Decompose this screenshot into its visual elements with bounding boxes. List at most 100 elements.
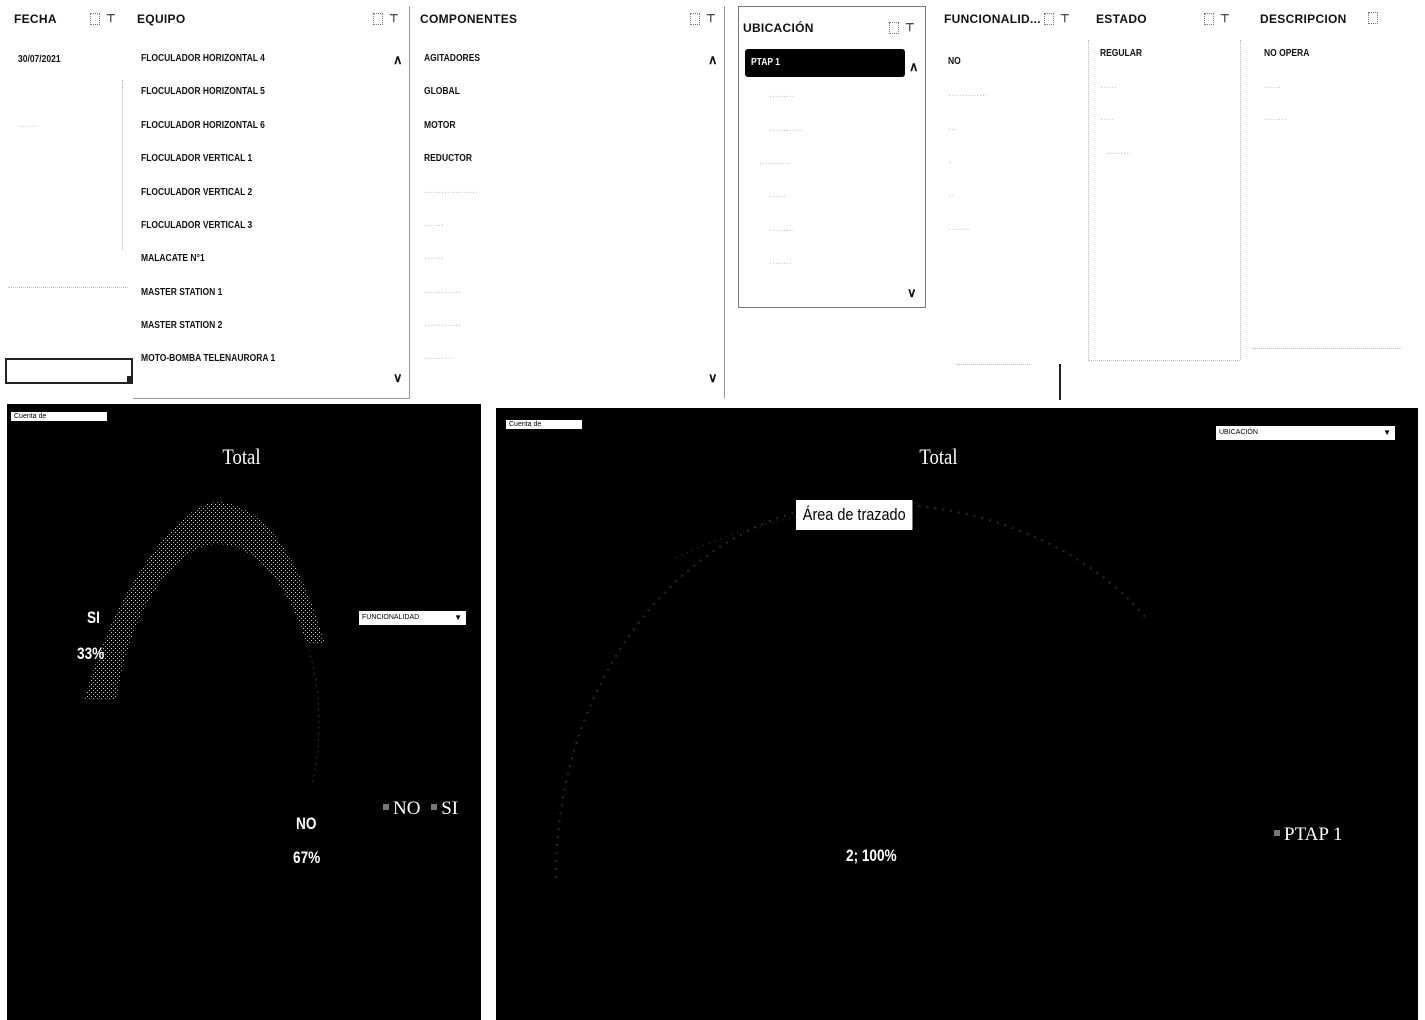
slicer-item[interactable]: FLOCULADOR HORIZONTAL 6 xyxy=(141,120,265,131)
filter-icon[interactable]: ⊤ xyxy=(690,12,716,26)
slicer-equipo: EQUIPO ⊤ FLOCULADOR HORIZONTAL 4 FLOCULA… xyxy=(133,6,410,399)
slicer-header: COMPONENTES xyxy=(420,12,518,26)
legend-swatch-ptap1 xyxy=(1274,829,1280,836)
slicer-item-label: PTAP 1 xyxy=(751,57,780,68)
filter-icon[interactable]: ⊤ xyxy=(1044,12,1070,26)
scroll-up-icon[interactable]: ∧ xyxy=(708,52,718,67)
scroll-down-icon[interactable]: ∨ xyxy=(708,370,718,385)
slicer-item-faint[interactable]: ·············· xyxy=(948,90,988,101)
filter-icon[interactable]: ⊤ xyxy=(1204,12,1230,26)
slicer-descripcion: DESCRIPCION NO OPERA ······ ········ xyxy=(1256,6,1406,350)
filter-dropdown-label: FUNCIONALIDAD xyxy=(362,614,420,621)
dropdown-arrow-icon: ▼ xyxy=(454,613,462,622)
slicer-item-faint[interactable]: ········ xyxy=(1264,114,1287,125)
tooltip-plot-area: Área de trazado xyxy=(796,500,913,530)
slicer-item[interactable]: FLOCULADOR VERTICAL 1 xyxy=(141,153,253,164)
pie-chart-ubicacion xyxy=(555,501,1147,879)
slicer-item-faint[interactable]: ········ xyxy=(769,258,792,269)
slicer-item-faint[interactable]: ······· xyxy=(424,220,444,231)
slicer-item-faint[interactable]: ············· xyxy=(424,287,461,298)
slicer-item-faint[interactable]: ··· xyxy=(948,124,957,135)
pie-slice-si xyxy=(85,502,325,699)
slicer-item-faint[interactable]: ········· xyxy=(769,225,795,236)
data-label-si-name: SI xyxy=(87,608,100,627)
slicer-item[interactable]: REGULAR xyxy=(1100,48,1143,59)
slicer-item[interactable]: FLOCULADOR HORIZONTAL 4 xyxy=(141,53,265,64)
scroll-up-icon[interactable]: ∧ xyxy=(909,59,919,74)
slicer-item-selected[interactable]: PTAP 1 xyxy=(745,49,905,77)
slicer-item-faint[interactable]: ······ xyxy=(1264,82,1281,93)
slicer-item-faint[interactable]: ············· xyxy=(424,320,461,331)
slicer-item-faint[interactable]: ······ xyxy=(769,191,786,202)
slicer-item[interactable]: FLOCULADOR HORIZONTAL 5 xyxy=(141,86,265,97)
slicer-item[interactable]: FLOCULADOR VERTICAL 2 xyxy=(141,187,253,198)
slicer-item-faint[interactable]: ············ xyxy=(769,125,803,136)
slicer-item[interactable]: MASTER STATION 1 xyxy=(141,287,223,298)
data-label-no-name: NO xyxy=(296,814,317,833)
slicer-header: UBICACIÓN xyxy=(743,21,814,35)
slicer-item[interactable]: MALACATE N°1 xyxy=(141,253,205,264)
slicer-item-faint[interactable]: ······ xyxy=(1100,82,1117,93)
field-chip[interactable]: Cuenta de xyxy=(11,412,107,421)
legend-item-no: NO xyxy=(393,798,421,819)
slicer-item-faint[interactable]: ········· xyxy=(1106,148,1132,159)
selected-cell[interactable] xyxy=(5,358,133,384)
slicer-item[interactable]: MASTER STATION 2 xyxy=(141,320,223,331)
slicer-componentes: COMPONENTES ⊤ AGITADORES GLOBAL MOTOR RE… xyxy=(416,6,725,398)
filter-dropdown-ubicacion[interactable]: UBICACIÓN ▼ xyxy=(1216,426,1395,440)
scroll-down-icon[interactable]: ∨ xyxy=(907,285,917,300)
data-label-no-pct: 67% xyxy=(293,848,321,867)
pie-slice-ptap1 xyxy=(555,501,1147,879)
slicer-item[interactable]: MOTO-BOMBA TELENAURORA 1 xyxy=(141,353,276,364)
scroll-up-icon[interactable]: ∧ xyxy=(393,52,403,67)
slicer-item-faint[interactable]: ········· xyxy=(769,91,795,102)
filter-icon[interactable]: ⊤ xyxy=(889,21,915,35)
data-label-ptap1: 2; 100% xyxy=(846,846,897,865)
slicer-item[interactable]: NO xyxy=(948,56,961,67)
slicer-item[interactable]: MOTOR xyxy=(424,120,456,131)
chart-legend: NO SI xyxy=(377,798,458,820)
legend-swatch-si xyxy=(431,803,438,810)
chart-legend: PTAP 1 xyxy=(1268,824,1342,846)
data-label-si-pct: 33% xyxy=(77,644,105,663)
slicer-item-faint[interactable]: ·········· xyxy=(424,353,453,364)
slicer-item-faint[interactable]: ········ xyxy=(948,224,971,235)
slicer-item[interactable]: GLOBAL xyxy=(424,86,460,97)
chart-title: Total xyxy=(919,444,958,469)
pie-slice-no xyxy=(306,643,320,785)
filter-icon[interactable] xyxy=(1368,12,1384,25)
filter-dropdown-label: UBICACIÓN xyxy=(1219,429,1258,436)
slicer-item-faint[interactable]: ····· xyxy=(1100,114,1115,125)
legend-item-ptap1: PTAP 1 xyxy=(1284,824,1343,845)
slicer-item[interactable]: FLOCULADOR VERTICAL 3 xyxy=(141,220,253,231)
slicer-header: DESCRIPCION xyxy=(1260,12,1347,26)
chart-title: Total xyxy=(222,444,261,469)
slicer-item-faint[interactable]: ········· xyxy=(18,122,39,131)
slicer-header: EQUIPO xyxy=(137,12,186,26)
filter-funnel-icon: ▼ xyxy=(1383,428,1391,437)
slicer-header: ESTADO xyxy=(1096,12,1147,26)
field-chip[interactable]: Cuenta de xyxy=(506,420,582,429)
slicer-header: FUNCIONALID... xyxy=(944,12,1041,26)
slicer-item[interactable]: 30/07/2021 xyxy=(18,54,61,65)
slicer-ubicacion: UBICACIÓN ⊤ PTAP 1 ········· ···········… xyxy=(738,6,926,308)
slicer-item-faint[interactable]: ······· xyxy=(424,253,444,264)
filter-icon[interactable]: ⊤ xyxy=(90,12,116,26)
slicer-item[interactable]: NO OPERA xyxy=(1264,48,1310,59)
slicer-item[interactable]: REDUCTOR xyxy=(424,153,473,164)
scroll-down-icon[interactable]: ∨ xyxy=(393,370,403,385)
pie-chart-funcionalidad xyxy=(85,502,325,785)
chart-panel-funcionalidad[interactable]: Cuenta de Total SI 33% NO 67% FUNCIONALI… xyxy=(7,404,481,1020)
legend-swatch-no xyxy=(383,803,389,810)
filter-dropdown-funcionalidad[interactable]: FUNCIONALIDAD ▼ xyxy=(359,611,466,625)
fill-handle[interactable] xyxy=(127,376,133,382)
filter-icon[interactable]: ⊤ xyxy=(373,12,399,26)
slicer-item-faint[interactable]: ··················· xyxy=(424,187,478,198)
slicer-funcionalidad: FUNCIONALID... ⊤ NO ·············· ··· ·… xyxy=(940,6,1080,366)
slicer-item-faint[interactable]: · xyxy=(948,157,951,168)
chart-panel-ubicacion[interactable]: Cuenta de Total UBICACIÓN ▼ Área de traza… xyxy=(496,408,1418,1020)
slicer-fecha: FECHA ⊤ 30/07/2021 ········· xyxy=(10,6,128,256)
slicer-item-faint[interactable]: ··········· xyxy=(759,158,791,169)
slicer-item[interactable]: AGITADORES xyxy=(424,53,481,64)
slicer-item-faint[interactable]: ·· xyxy=(948,190,954,201)
